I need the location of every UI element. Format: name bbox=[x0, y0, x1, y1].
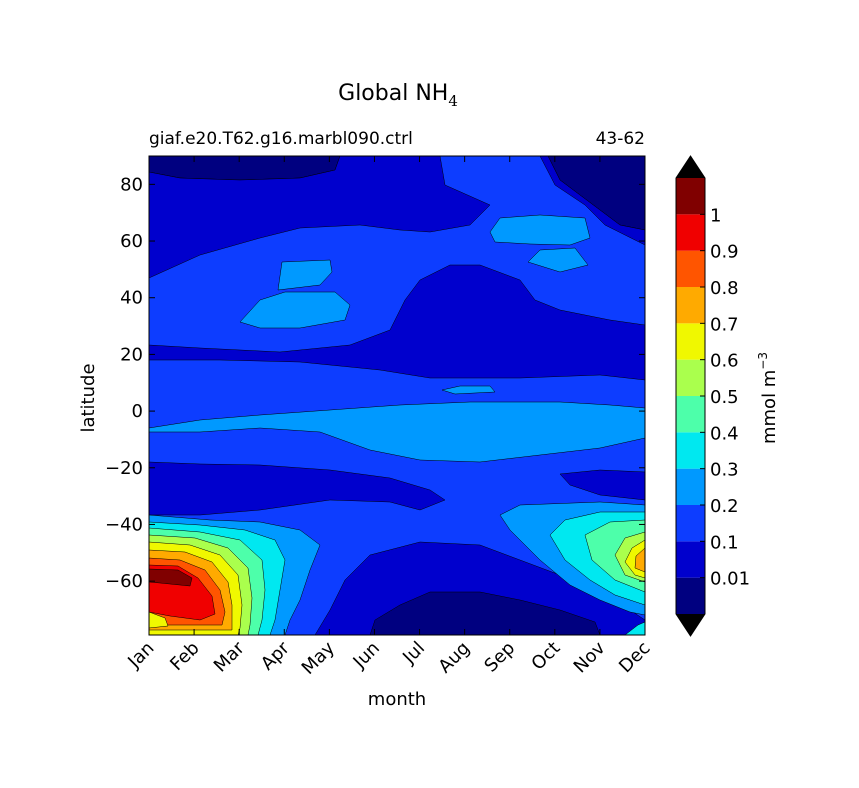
colorbar-label-exponent: −3 bbox=[756, 352, 770, 370]
colorbar-segment bbox=[676, 468, 705, 505]
x-tick-label: Aug bbox=[434, 638, 474, 678]
contour-level-0.01-0.1 bbox=[149, 156, 491, 279]
y-tick-label: −40 bbox=[105, 514, 143, 535]
chart-title-subscript: 4 bbox=[448, 92, 458, 110]
x-tick-label: Nov bbox=[570, 637, 610, 677]
x-tick-label: Jun bbox=[349, 638, 384, 673]
contour-level-0.01-0.1 bbox=[539, 156, 645, 246]
x-axis-label: month bbox=[368, 689, 426, 710]
colorbar-segment bbox=[676, 359, 705, 396]
colorbar: 0.01 0.1 0.2 0.3 0.4 0.5 0.6 0.7 0.8 0.9 1 bbox=[675, 155, 750, 637]
colorbar-extend-max bbox=[676, 156, 705, 178]
y-tick-label: 60 bbox=[120, 231, 143, 252]
x-tick-label: Feb bbox=[166, 638, 203, 675]
contour-level-1-1.1 bbox=[149, 568, 193, 587]
colorbar-segment bbox=[676, 287, 705, 324]
contour-level-0-0.01 bbox=[369, 591, 601, 635]
y-axis-label: latitude bbox=[78, 363, 99, 432]
y-axis: 80 60 40 20 0 −20 −40 −60 bbox=[105, 174, 645, 592]
y-tick-label: 0 bbox=[132, 401, 143, 422]
subtitle-right: 43-62 bbox=[596, 129, 645, 149]
subtitle-left: giaf.e20.T62.g16.marbl090.ctrl bbox=[149, 129, 413, 149]
colorbar-label: mmol m−3 bbox=[756, 352, 780, 444]
colorbar-tick-label: 0.3 bbox=[710, 460, 739, 481]
colorbar-segment bbox=[676, 577, 705, 614]
colorbar-tick-label: 0.6 bbox=[710, 351, 739, 372]
x-tick-label: Apr bbox=[257, 637, 294, 674]
colorbar-segment bbox=[676, 541, 705, 578]
colorbar-segment bbox=[676, 250, 705, 287]
colorbar-outline bbox=[675, 155, 706, 637]
contour-fill bbox=[149, 156, 645, 635]
x-tick-label: Jan bbox=[123, 638, 158, 673]
colorbar-tick-label: 0.2 bbox=[710, 496, 739, 517]
x-tick-label: Dec bbox=[615, 638, 654, 677]
x-tick-label: Oct bbox=[527, 638, 564, 675]
contour-level-0.01-0.1 bbox=[149, 264, 645, 381]
colorbar-tick-label: 0.1 bbox=[710, 532, 739, 553]
contour-level-0.2-0.3 bbox=[239, 291, 351, 329]
x-tick-label: Sep bbox=[480, 638, 519, 677]
colorbar-tick-label: 0.5 bbox=[710, 387, 739, 408]
contour-level-0.2-0.3 bbox=[441, 385, 496, 395]
colorbar-segment bbox=[676, 505, 705, 542]
y-tick-label: 40 bbox=[120, 288, 143, 309]
colorbar-tick-label: 0.4 bbox=[710, 423, 739, 444]
contour-level-0.2-0.3 bbox=[527, 247, 589, 273]
contour-level-0.7-0.8 bbox=[634, 547, 645, 573]
y-tick-label: 20 bbox=[120, 344, 143, 365]
x-tick-label: Mar bbox=[210, 637, 249, 676]
colorbar-segment bbox=[676, 214, 705, 251]
plot-frame bbox=[148, 155, 646, 636]
colorbar-tick-label: 0.8 bbox=[710, 278, 739, 299]
plot-area: Jan Feb Mar Apr May Jun Jul Aug Sep Oct Nov Dec 80 6… bbox=[105, 155, 655, 679]
contour-level-0.2-0.3 bbox=[277, 259, 333, 291]
colorbar-tick-label: 0.7 bbox=[710, 314, 739, 335]
contour-level-0.01-0.1 bbox=[149, 461, 446, 516]
colorbar-segment bbox=[676, 178, 705, 215]
y-tick-label: −20 bbox=[105, 458, 143, 479]
contour-level-0.6-0.7 bbox=[149, 611, 169, 629]
contour-level-0.3-0.4 bbox=[624, 621, 645, 635]
colorbar-tick-label: 0.01 bbox=[710, 569, 750, 590]
contour-level-0.2-0.3 bbox=[149, 401, 645, 463]
colorbar-extend-min bbox=[676, 614, 705, 636]
chart-title: Global NH4 bbox=[338, 81, 458, 110]
x-tick-label: Jul bbox=[398, 638, 429, 669]
colorbar-segment bbox=[676, 432, 705, 469]
contour-level-0.01-0.1 bbox=[559, 469, 645, 501]
colorbar-segment bbox=[676, 396, 705, 433]
colorbar-segment bbox=[676, 323, 705, 360]
colorbar-tick-label: 0.9 bbox=[710, 242, 739, 263]
y-tick-label: 80 bbox=[120, 174, 143, 195]
y-tick-label: −60 bbox=[105, 571, 143, 592]
colorbar-tick-label: 1 bbox=[710, 205, 721, 226]
x-tick-label: May bbox=[298, 637, 339, 678]
contour-level-0.2-0.3 bbox=[489, 214, 591, 246]
